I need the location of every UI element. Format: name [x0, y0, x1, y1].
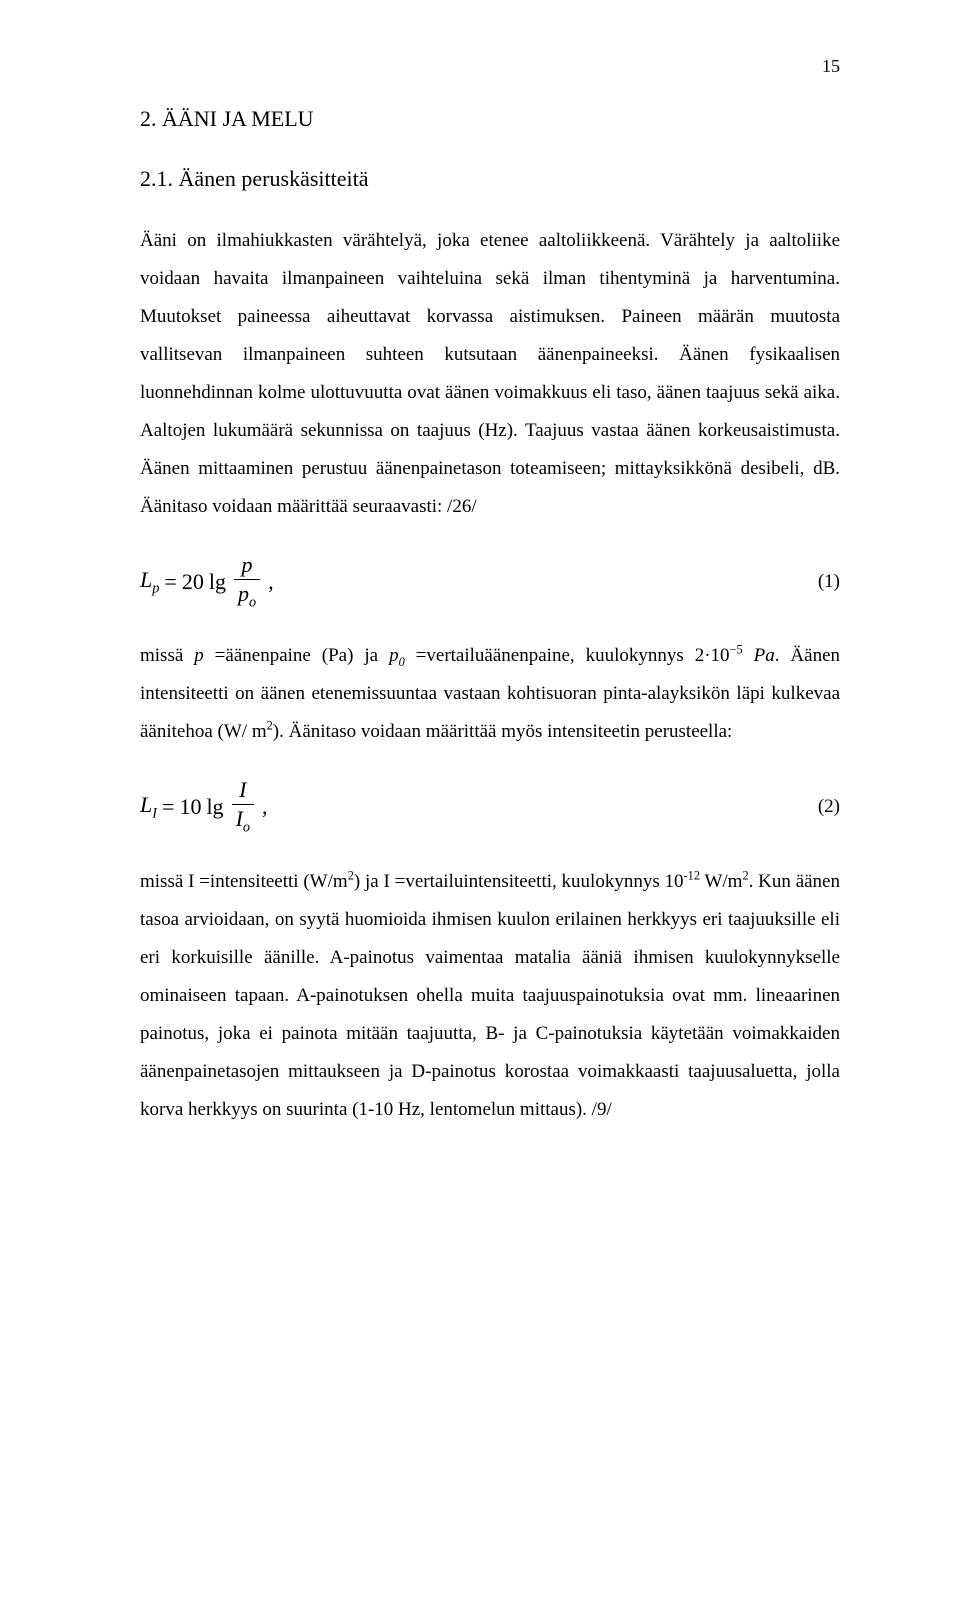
equation-1-number: (1): [818, 571, 840, 593]
p3-mid1: ) ja I =vertailuintensiteetti, kuulokynn…: [354, 871, 684, 892]
equation-2: LI = 10lg I Io ,: [140, 777, 268, 836]
eq1-lhs-sym: L: [140, 567, 152, 592]
p2-mid1: =äänenpaine (Pa) ja: [204, 645, 389, 666]
p3-mid2: W/m: [700, 871, 742, 892]
p3-sup2: -12: [684, 868, 700, 882]
paragraph-3: missä I =intensiteetti (W/m2) ja I =vert…: [140, 863, 840, 1129]
p2-prefix: missä: [140, 645, 194, 666]
section-heading: 2. ÄÄNI JA MELU: [140, 106, 840, 132]
eq1-equals: =: [164, 569, 176, 595]
eq1-op: lg: [209, 569, 226, 595]
paragraph-2: missä p =äänenpaine (Pa) ja p0 =vertailu…: [140, 637, 840, 751]
eq1-den: po: [234, 579, 260, 611]
page: 15 2. ÄÄNI JA MELU 2.1. Äänen peruskäsit…: [0, 0, 960, 1623]
equation-2-row: LI = 10lg I Io , (2): [140, 777, 840, 836]
eq2-op: lg: [206, 794, 223, 820]
eq2-tail: ,: [262, 794, 268, 820]
equation-1-row: Lp = 20lg p po , (1): [140, 552, 840, 611]
subsection-heading: 2.1. Äänen peruskäsitteitä: [140, 166, 840, 192]
eq2-coef: 10: [179, 794, 201, 820]
eq2-lhs-sym: L: [140, 792, 152, 817]
p2-tail2: ). Äänitaso voidaan määrittää myös inten…: [273, 721, 733, 742]
p2-p: p: [194, 645, 204, 666]
eq1-den-sym: p: [238, 581, 249, 606]
eq1-lhs-sub: p: [152, 580, 159, 596]
p2-value: 2·10: [695, 645, 730, 666]
eq2-num: I: [235, 777, 250, 804]
eq1-num: p: [238, 552, 257, 579]
p3-tail: . Kun äänen tasoa arvioidaan, on syytä h…: [140, 871, 840, 1120]
eq2-fraction: I Io: [232, 777, 254, 836]
paragraph-1: Ääni on ilmahiukkasten värähtelyä, joka …: [140, 222, 840, 526]
p2-exp: −5: [730, 643, 743, 657]
equation-1: Lp = 20lg p po ,: [140, 552, 274, 611]
p2-mid2: =vertailuäänenpaine, kuulokynnys: [405, 645, 695, 666]
eq1-coef: 20: [182, 569, 204, 595]
p2-p0: p: [389, 645, 399, 666]
eq2-equals: =: [162, 794, 174, 820]
eq2-lhs-sub: I: [152, 805, 157, 821]
p3-prefix: missä I =intensiteetti (W/m: [140, 871, 348, 892]
eq1-den-sub: o: [249, 594, 256, 610]
eq1-tail: ,: [268, 569, 274, 595]
eq2-den-sym: I: [236, 806, 243, 831]
eq2-den-sub: o: [243, 820, 250, 836]
eq2-den: Io: [232, 804, 254, 836]
page-number: 15: [822, 56, 840, 77]
p2-unit: Pa: [743, 645, 775, 666]
equation-2-number: (2): [818, 796, 840, 818]
eq1-fraction: p po: [234, 552, 260, 611]
